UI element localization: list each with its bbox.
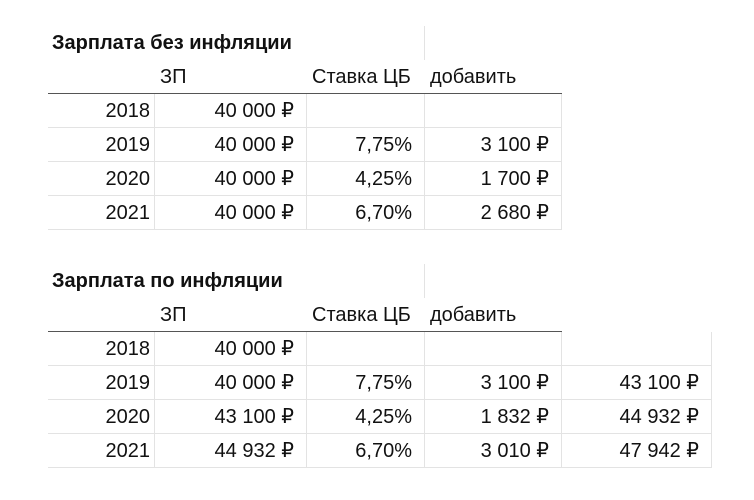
- value-cell: 40 000 ₽: [155, 94, 307, 128]
- value-cell: 4,25%: [307, 162, 425, 196]
- value-cell: 43 100 ₽: [155, 400, 307, 434]
- header-cell: ЗП: [155, 60, 307, 94]
- year-cell: 2019: [48, 128, 155, 162]
- value-cell: 40 000 ₽: [155, 162, 307, 196]
- value-cell: 2 680 ₽: [425, 196, 562, 230]
- year-cell: 2018: [48, 332, 155, 366]
- value-cell: 47 942 ₽: [562, 434, 712, 468]
- value-cell: 44 932 ₽: [155, 434, 307, 468]
- year-cell: 2021: [48, 196, 155, 230]
- table-title: Зарплата по инфляции: [48, 264, 425, 298]
- value-cell: 3 010 ₽: [425, 434, 562, 468]
- value-cell: 6,70%: [307, 434, 425, 468]
- value-cell: [307, 332, 425, 366]
- year-cell: 2018: [48, 94, 155, 128]
- value-cell: 7,75%: [307, 366, 425, 400]
- value-cell: 44 932 ₽: [562, 400, 712, 434]
- year-cell: 2019: [48, 366, 155, 400]
- year-cell: 2021: [48, 434, 155, 468]
- value-cell: 40 000 ₽: [155, 366, 307, 400]
- year-cell: 2020: [48, 162, 155, 196]
- header-cell: Ставка ЦБ: [307, 60, 425, 94]
- header-cell: Ставка ЦБ: [307, 298, 425, 332]
- value-cell: 40 000 ₽: [155, 332, 307, 366]
- table-title: Зарплата без инфляции: [48, 26, 425, 60]
- value-cell: 1 700 ₽: [425, 162, 562, 196]
- value-cell: 40 000 ₽: [155, 128, 307, 162]
- value-cell: 1 832 ₽: [425, 400, 562, 434]
- value-cell: [562, 332, 712, 366]
- value-cell: 43 100 ₽: [562, 366, 712, 400]
- value-cell: 4,25%: [307, 400, 425, 434]
- value-cell: [425, 332, 562, 366]
- year-cell: 2020: [48, 400, 155, 434]
- header-cell: добавить: [425, 298, 562, 332]
- value-cell: 7,75%: [307, 128, 425, 162]
- header-cell: [48, 60, 155, 94]
- header-cell: [48, 298, 155, 332]
- header-cell: ЗП: [155, 298, 307, 332]
- value-cell: 3 100 ₽: [425, 366, 562, 400]
- value-cell: [425, 94, 562, 128]
- value-cell: [307, 94, 425, 128]
- value-cell: 3 100 ₽: [425, 128, 562, 162]
- header-cell: добавить: [425, 60, 562, 94]
- value-cell: 40 000 ₽: [155, 196, 307, 230]
- value-cell: 6,70%: [307, 196, 425, 230]
